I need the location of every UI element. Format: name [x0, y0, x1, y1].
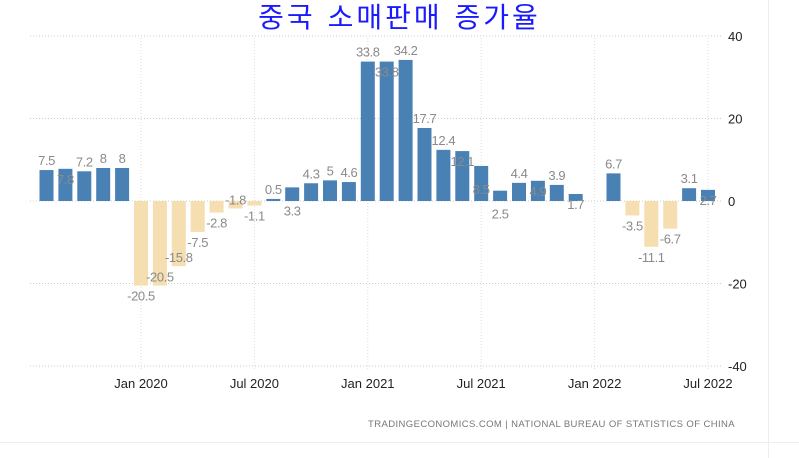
right-border	[768, 0, 769, 458]
x-tick-label: Jul 2021	[457, 376, 506, 391]
data-label: 3.9	[548, 168, 565, 183]
bar-may-2020	[209, 201, 224, 213]
data-label: 0.5	[265, 182, 282, 197]
data-label: -20.5	[127, 289, 155, 304]
data-label: 1.7	[567, 197, 584, 212]
bar-dec-2020	[341, 182, 356, 201]
data-label: 33.8	[356, 45, 380, 60]
bar-dec-2021	[568, 193, 583, 201]
data-label: -1.1	[244, 209, 265, 224]
bar-mar-2020	[171, 201, 186, 267]
data-label: -3.5	[622, 218, 643, 233]
bar-jan-2021	[360, 61, 375, 202]
bar-sep-2020	[285, 187, 300, 201]
data-label: 4.6	[340, 165, 357, 180]
data-label: 12.1	[450, 154, 474, 169]
data-label: 3.1	[681, 171, 698, 186]
bar-nov-2021	[549, 184, 564, 201]
data-label: -20.5	[146, 270, 174, 285]
bar-may-2022	[663, 201, 678, 229]
bar-apr-2022	[644, 201, 659, 247]
bar-oct-2020	[304, 183, 319, 201]
bar-jun-2020	[228, 201, 243, 209]
bar-aug-2021	[493, 190, 508, 201]
x-tick-label: Jul 2022	[683, 376, 732, 391]
bar-mar-2022	[625, 201, 640, 216]
x-tick-label: Jul 2020	[230, 376, 279, 391]
data-label: 17.7	[413, 111, 437, 126]
footer-divider	[0, 442, 799, 443]
bar-apr-2021	[417, 127, 432, 201]
bar-sep-2021	[512, 182, 526, 201]
bar-aug-2020	[266, 198, 281, 201]
bar-jun-2021	[455, 151, 470, 201]
data-label: 8.5	[473, 182, 490, 197]
bar-jul-2020	[247, 201, 262, 206]
bar-jun-2022	[682, 188, 697, 201]
data-label: -11.1	[638, 250, 665, 265]
data-label: 7.5	[38, 153, 55, 168]
data-label: 6.7	[605, 156, 622, 171]
data-label: 7.8	[57, 172, 74, 187]
y-tick-label: 0	[728, 194, 735, 209]
data-label: -1.8	[225, 192, 246, 207]
bar-oct-2019	[77, 171, 92, 201]
data-label: 12.4	[432, 133, 456, 148]
bar-oct-2021	[530, 180, 545, 201]
data-label: 7.2	[76, 154, 93, 169]
bar-mar-2021	[398, 59, 413, 201]
data-label: 2.7	[700, 193, 717, 208]
data-label: -2.8	[206, 216, 227, 231]
bar-jul-2021	[474, 165, 489, 201]
bar-sep-2019	[58, 168, 73, 201]
data-label: 4.9	[529, 184, 546, 199]
data-label: 2.5	[492, 207, 509, 222]
y-tick-label: 20	[728, 112, 742, 127]
bar-jan-2020	[134, 201, 148, 286]
bar-feb-2021	[379, 61, 394, 202]
data-label: 5	[327, 163, 334, 178]
x-tick-label: Jan 2021	[341, 376, 395, 391]
bar-apr-2020	[190, 201, 205, 232]
data-label: -15.8	[165, 250, 193, 265]
data-label: 4.3	[303, 166, 320, 181]
bar-jul-2022	[701, 189, 715, 201]
data-label: 33.8	[375, 65, 399, 80]
data-label: 34.2	[394, 43, 418, 58]
bar-may-2021	[436, 149, 451, 201]
bar-dec-2019	[115, 168, 130, 201]
data-label: -7.5	[187, 235, 208, 250]
bar-feb-2020	[152, 201, 167, 286]
x-tick-label: Jan 2020	[114, 376, 168, 391]
data-label: 8	[119, 151, 126, 166]
x-tick-label: Jan 2022	[568, 376, 622, 391]
data-label: 4.4	[511, 166, 528, 181]
chart-title: 중국 소매판매 증가율	[258, 1, 541, 34]
source-credit: TRADINGECONOMICS.COM | NATIONAL BUREAU O…	[368, 419, 735, 430]
data-label: 8	[100, 151, 107, 166]
bar-aug-2019	[39, 170, 54, 201]
bar-nov-2019	[96, 168, 111, 201]
bar-feb-2022	[606, 173, 621, 201]
data-label: 3.3	[284, 203, 301, 218]
data-label: -6.7	[660, 232, 681, 247]
y-tick-label: -20	[728, 277, 747, 292]
y-tick-label: 40	[728, 29, 742, 44]
bar-nov-2020	[323, 180, 337, 201]
y-tick-label: -40	[728, 359, 747, 374]
